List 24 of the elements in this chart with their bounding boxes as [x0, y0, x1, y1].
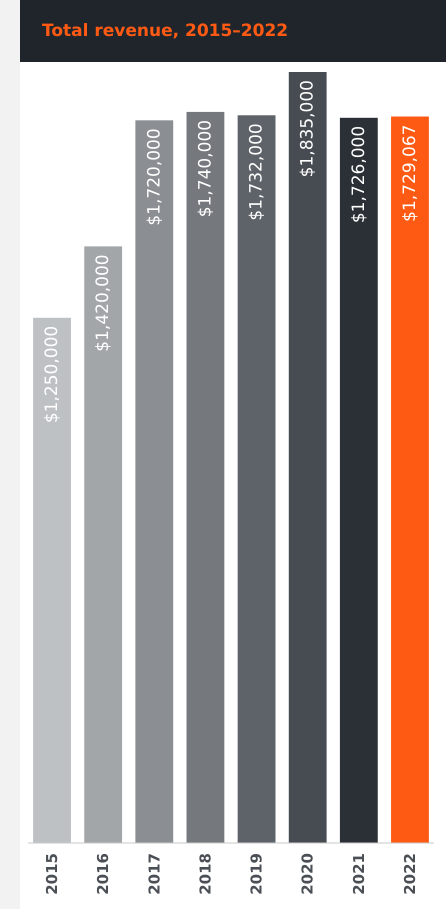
chart-title: Total revenue, 2015–2022 [42, 21, 288, 41]
data-label: $1,729,067 [400, 124, 420, 222]
data-label: $1,250,000 [42, 326, 62, 424]
data-label: $1,740,000 [195, 120, 216, 218]
data-label: $1,420,000 [93, 254, 114, 352]
data-label: $1,726,000 [348, 126, 369, 224]
bar [84, 246, 122, 843]
bar [238, 115, 276, 843]
bar [288, 72, 327, 843]
x-tick-label: 2019 [248, 853, 266, 895]
bar [391, 116, 429, 843]
data-label: $1,835,000 [298, 80, 318, 178]
x-tick-label: 2015 [43, 853, 62, 895]
data-label: $1,732,000 [246, 123, 267, 221]
x-tick-label: 2021 [350, 853, 368, 895]
bar [186, 112, 224, 843]
data-label: $1,720,000 [144, 128, 164, 226]
x-tick-label: 2018 [196, 853, 214, 895]
x-tick-label: 2020 [298, 853, 317, 895]
x-tick-label: 2022 [400, 853, 419, 895]
bar [135, 120, 174, 843]
x-tick-label: 2016 [94, 853, 112, 895]
x-tick-label: 2017 [145, 853, 164, 895]
bar [340, 118, 378, 843]
